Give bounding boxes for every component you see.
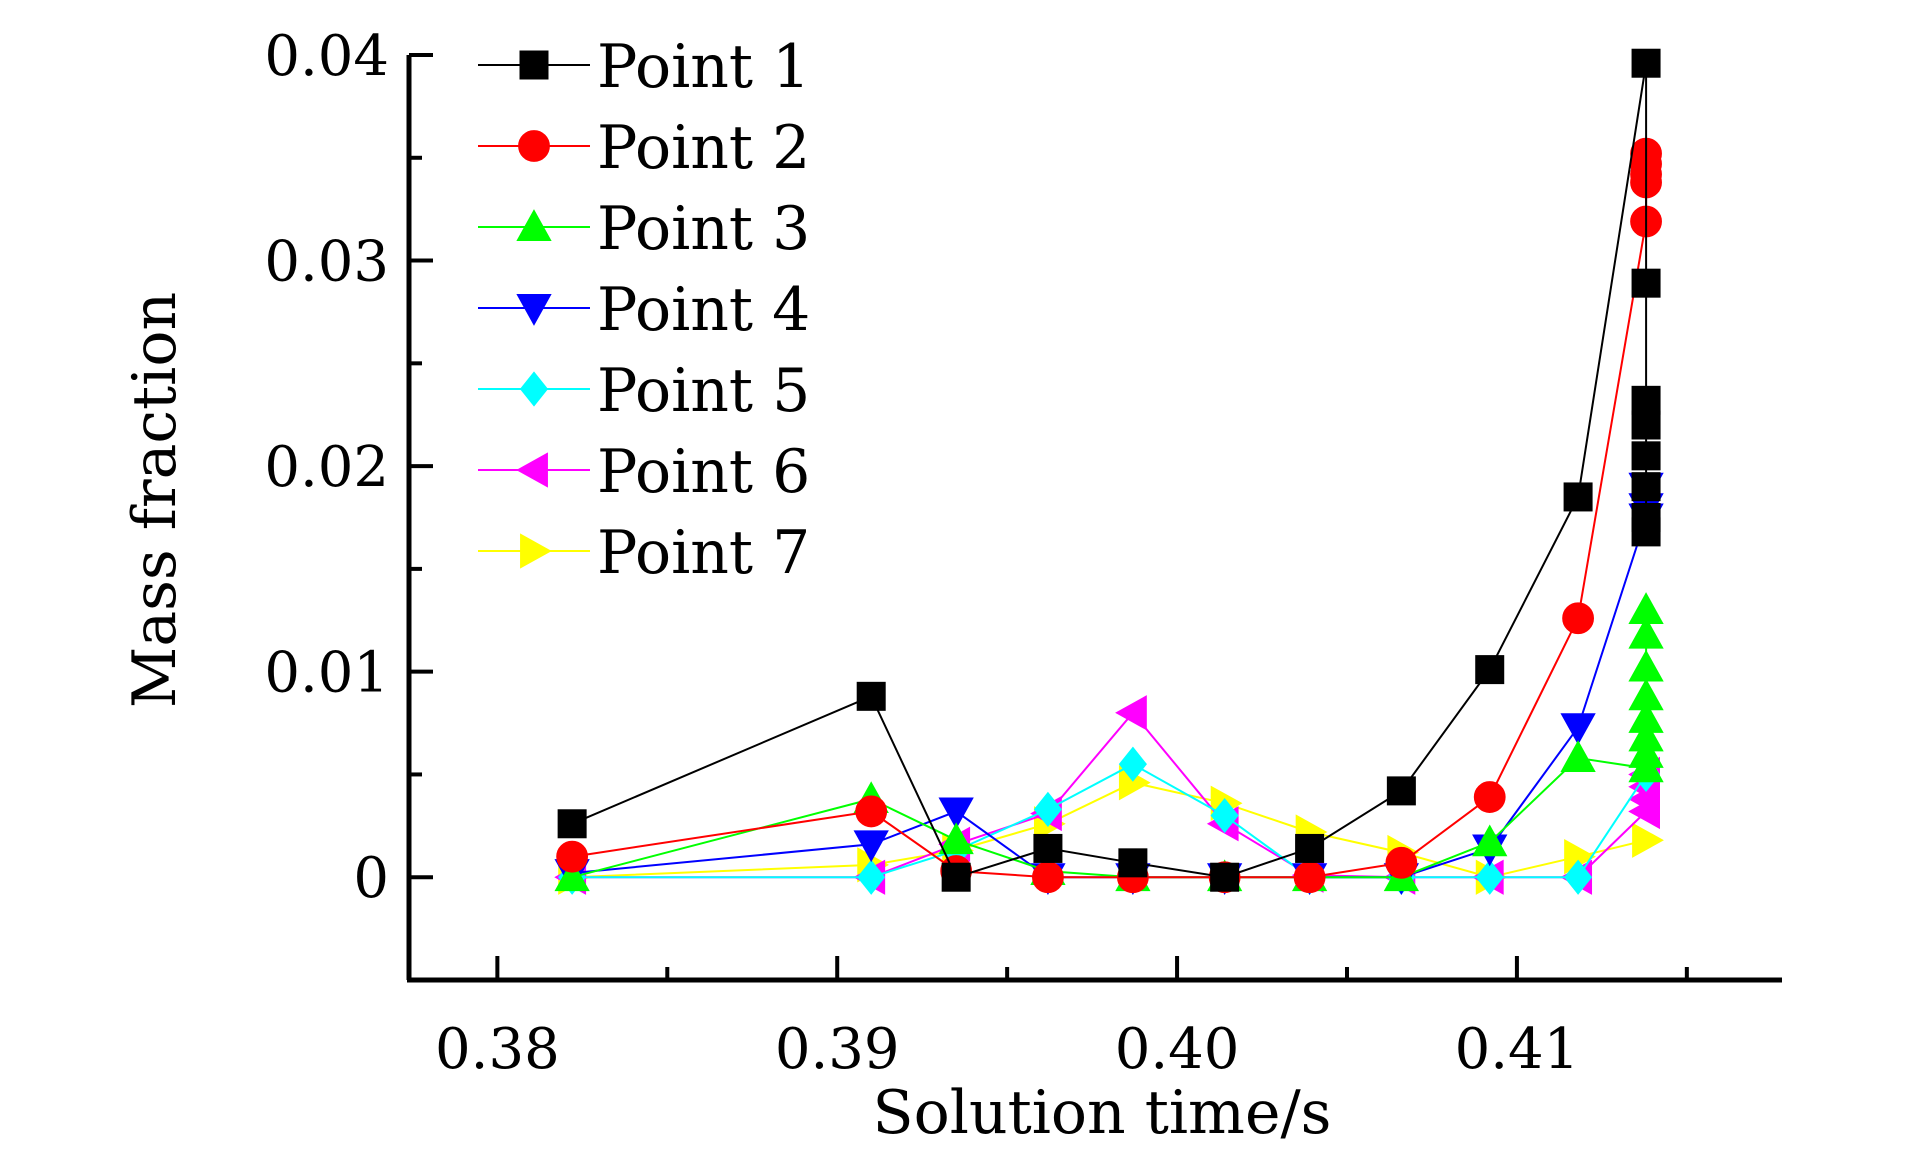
legend-label: Point 2 xyxy=(597,113,810,183)
data-point xyxy=(1033,833,1063,863)
x-tick-label: 0.40 xyxy=(1115,1017,1240,1082)
data-point xyxy=(1115,695,1147,731)
data-point xyxy=(556,840,589,873)
data-point xyxy=(1210,862,1240,892)
data-point xyxy=(857,859,886,895)
data-point xyxy=(554,859,590,892)
data-point xyxy=(1631,472,1661,502)
data-point xyxy=(1293,861,1326,894)
data-point xyxy=(1628,678,1664,711)
data-point xyxy=(938,822,974,855)
legend-label: Point 3 xyxy=(597,194,810,264)
series-point-5 xyxy=(558,746,1661,895)
data-point xyxy=(1560,740,1596,772)
axis-ticks: 0.38 0.39 0.40 0.41 0 0.01 0.02 0.03 0.04 xyxy=(264,24,1689,1082)
legend-label: Point 7 xyxy=(597,518,810,588)
data-point xyxy=(1631,410,1661,440)
data-point xyxy=(1631,48,1661,78)
legend-entry: Point 2 xyxy=(478,113,810,183)
data-point xyxy=(853,830,889,863)
x-tick-label: 0.38 xyxy=(435,1017,560,1082)
series-point-1 xyxy=(557,48,1661,892)
legend-entry: Point 5 xyxy=(478,356,810,426)
data-point xyxy=(1475,859,1504,895)
legend-label: Point 1 xyxy=(597,32,810,102)
plot-frame xyxy=(406,55,1782,983)
legend-entry: Point 6 xyxy=(478,437,810,507)
y-tick-label: 0 xyxy=(353,846,389,911)
legend-marker xyxy=(516,452,548,488)
data-point xyxy=(1564,859,1593,895)
data-point xyxy=(1562,602,1594,635)
legend-label: Point 4 xyxy=(597,275,810,345)
legend-entry: Point 1 xyxy=(478,32,810,102)
legend-entry: Point 3 xyxy=(478,194,810,264)
legend-entry: Point 4 xyxy=(478,275,810,345)
data-point xyxy=(941,862,971,892)
legend-entry: Point 7 xyxy=(478,518,810,588)
data-point xyxy=(1631,385,1661,415)
legend-marker xyxy=(519,371,549,407)
legend-marker xyxy=(516,209,552,241)
legend-marker xyxy=(516,294,552,326)
data-point xyxy=(1118,848,1148,878)
data-point xyxy=(1210,797,1239,834)
y-axis-title: Mass fraction xyxy=(120,292,190,708)
data-point xyxy=(1628,616,1664,649)
data-point xyxy=(1475,655,1505,685)
y-tick-label: 0.01 xyxy=(264,641,389,706)
legend-marker xyxy=(518,130,550,162)
legend: Point 1 Point 2 Point 3 Point 4 Point 5 Point… xyxy=(478,32,810,588)
data-point xyxy=(1628,719,1664,752)
y-tick-label: 0.02 xyxy=(264,435,389,500)
series-layer xyxy=(554,48,1664,896)
data-point xyxy=(1631,517,1661,547)
y-tick-label: 0.03 xyxy=(264,230,389,295)
data-point xyxy=(1631,268,1661,298)
data-point xyxy=(1628,736,1664,768)
x-axis-title: Solution time/s xyxy=(873,1078,1332,1148)
data-point xyxy=(557,809,587,839)
data-point xyxy=(1632,822,1664,858)
data-point xyxy=(1472,824,1508,857)
y-tick-label: 0.04 xyxy=(264,24,389,89)
data-point xyxy=(1563,482,1593,512)
legend-label: Point 6 xyxy=(597,437,810,507)
data-point xyxy=(1295,833,1325,863)
data-point xyxy=(856,681,886,711)
x-tick-label: 0.41 xyxy=(1455,1017,1580,1082)
data-point xyxy=(1032,861,1064,894)
legend-label: Point 5 xyxy=(597,356,810,426)
data-point xyxy=(1631,441,1661,471)
data-point xyxy=(1628,649,1664,682)
legend-marker xyxy=(520,533,552,569)
legend-marker xyxy=(519,50,549,80)
data-point xyxy=(1473,781,1506,813)
data-point xyxy=(1386,776,1416,806)
data-point xyxy=(1628,701,1664,733)
series-line xyxy=(572,763,1647,879)
data-point xyxy=(1628,592,1664,624)
data-point xyxy=(1033,791,1063,827)
x-tick-label: 0.39 xyxy=(775,1017,900,1082)
data-point xyxy=(938,797,974,830)
data-point xyxy=(855,795,888,828)
data-point xyxy=(1560,713,1596,745)
data-point xyxy=(1385,846,1418,879)
data-point xyxy=(1118,746,1147,782)
